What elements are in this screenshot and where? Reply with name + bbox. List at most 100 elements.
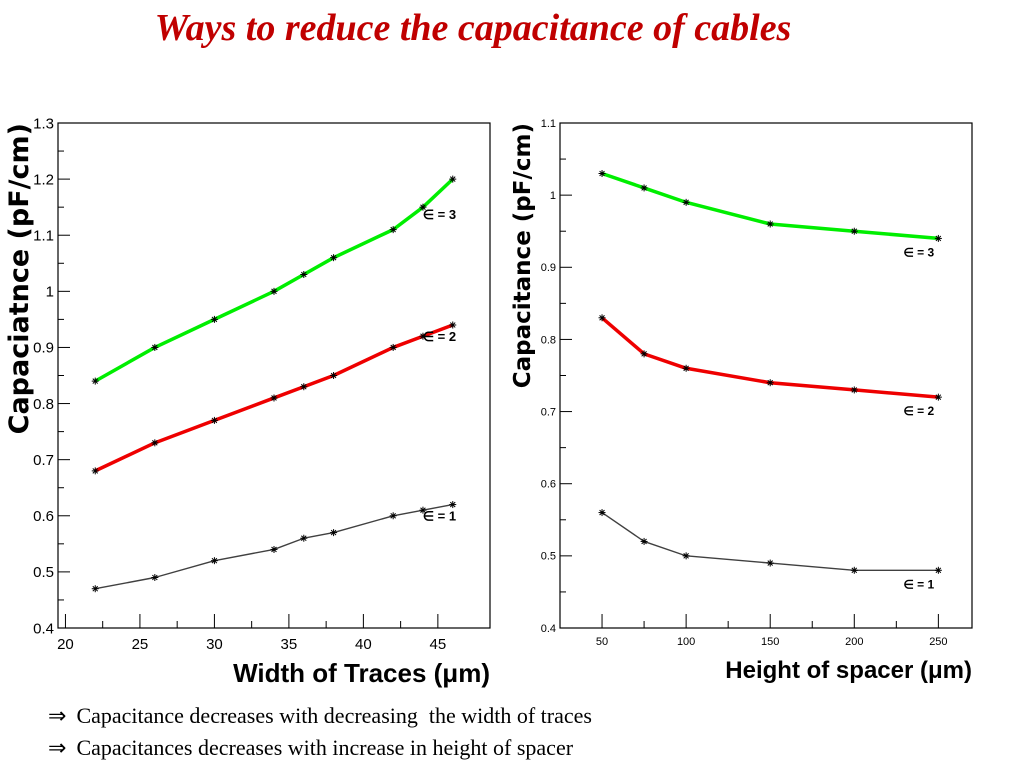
data-point — [270, 394, 278, 402]
y-tick-label: 0.8 — [541, 334, 556, 346]
bullet-text: Capacitances decreases with increase in … — [76, 735, 574, 760]
y-tick-label: 0.4 — [33, 620, 54, 637]
data-point — [330, 372, 338, 379]
data-point — [449, 321, 457, 329]
implies-arrow-icon: ⇒ — [48, 703, 67, 728]
charts-canvas: 0.4 0.5 0.6 0.7 0.8 0.9 1 1.1 1.2 1.3 20 25 30 35 40 45… — [4, 115, 973, 688]
y-tick-label: 0.8 — [33, 396, 54, 413]
data-point — [682, 552, 690, 560]
x-tick-label: 200 — [845, 636, 863, 648]
data-point — [300, 534, 308, 542]
series-label: ∈ = 3 — [903, 245, 934, 259]
data-point — [91, 467, 99, 475]
series: ∈ = 3 — [91, 175, 457, 385]
data-point — [598, 170, 606, 177]
data-point — [330, 254, 338, 262]
series: ∈ = 2 — [598, 314, 942, 418]
data-point — [389, 512, 397, 520]
data-point — [300, 271, 308, 278]
x-tick-label: 40 — [355, 636, 372, 653]
x-axis-label: Width of Traces (μm) — [233, 658, 490, 688]
data-point — [766, 220, 774, 228]
data-point — [419, 332, 427, 340]
data-point — [91, 585, 99, 593]
slide-title: Ways to reduce the capacitance of cables — [154, 7, 792, 49]
y-axis-label: Capaciatnce (pF/cm) — [4, 123, 35, 434]
series-label: ∈ = 2 — [423, 329, 456, 344]
data-point — [598, 509, 606, 517]
y-tick-label: 0.5 — [541, 551, 556, 563]
data-point — [850, 386, 858, 394]
series: ∈ = 3 — [598, 170, 942, 259]
x-tick-label: 25 — [132, 636, 149, 653]
x-tick-label: 45 — [430, 636, 447, 653]
series-label: ∈ = 2 — [903, 404, 934, 418]
x-tick-label: 100 — [677, 636, 695, 648]
y-tick-label: 0.6 — [33, 508, 54, 525]
data-point — [934, 566, 942, 574]
y-tick-label: 1.1 — [541, 118, 556, 130]
series-label: ∈ = 3 — [423, 207, 456, 222]
data-point — [151, 343, 159, 351]
data-point — [766, 559, 774, 567]
x-tick-label: 250 — [929, 636, 947, 648]
bullet-text: Capacitance decreases with decreasing th… — [76, 703, 592, 728]
data-point — [850, 227, 858, 235]
y-tick-label: 0.7 — [541, 406, 556, 418]
data-point — [682, 364, 690, 372]
data-point — [210, 416, 218, 424]
bullet-item: ⇒ Capacitance decreases with decreasing t… — [48, 700, 592, 732]
y-tick-label: 0.7 — [33, 452, 54, 469]
x-tick-label: 35 — [281, 636, 298, 653]
bullet-list: ⇒ Capacitance decreases with decreasing t… — [48, 700, 592, 764]
series-line — [94, 177, 454, 383]
series: ∈ = 1 — [598, 509, 942, 591]
series: ∈ = 1 — [91, 501, 457, 593]
y-axis-label: Capacitance (pF/cm) — [510, 123, 536, 388]
y-tick-label: 0.9 — [33, 340, 54, 357]
x-tick-label: 50 — [596, 636, 608, 648]
data-point — [766, 379, 774, 387]
y-tick-label: 0.9 — [541, 262, 556, 274]
x-tick-label: 30 — [206, 636, 223, 653]
series-line — [600, 316, 939, 399]
data-point — [640, 350, 648, 358]
data-point — [934, 393, 942, 401]
x-tick-label: 150 — [761, 636, 779, 648]
plot-frame — [559, 122, 973, 629]
data-point — [270, 287, 278, 295]
implies-arrow-icon: ⇒ — [48, 735, 67, 760]
bullet-item: ⇒ Capacitances decreases with increase in… — [48, 732, 592, 764]
y-tick-label: 0.6 — [541, 479, 556, 491]
data-point — [151, 574, 159, 581]
series: ∈ = 2 — [91, 321, 457, 475]
x-axis-label: Height of spacer (μm) — [725, 657, 972, 684]
data-point — [151, 439, 159, 447]
data-point — [389, 226, 397, 234]
series-line — [601, 511, 939, 571]
data-point — [419, 203, 427, 211]
chart-2: 0.4 0.5 0.6 0.7 0.8 0.9 1 1.1 50 100 150 200 250 Heig… — [510, 118, 973, 684]
data-point — [449, 501, 457, 509]
data-point — [389, 343, 397, 351]
series-label: ∈ = 1 — [903, 577, 934, 591]
data-point — [300, 383, 308, 391]
data-point — [210, 557, 218, 565]
data-point — [850, 566, 858, 574]
data-point — [91, 377, 99, 385]
data-point — [270, 545, 278, 553]
data-point — [449, 175, 457, 183]
data-point — [640, 184, 648, 192]
data-point — [330, 529, 338, 537]
data-point — [210, 315, 218, 323]
y-tick-label: 1.1 — [33, 227, 54, 244]
y-tick-label: 1.2 — [33, 171, 54, 188]
series-line — [601, 171, 939, 241]
chart-1: 0.4 0.5 0.6 0.7 0.8 0.9 1 1.1 1.2 1.3 20 25 30 35 40 45… — [4, 115, 491, 688]
y-tick-label: 1 — [46, 284, 54, 301]
x-tick-label: 20 — [57, 636, 74, 653]
data-point — [419, 506, 427, 514]
series-label: ∈ = 1 — [423, 509, 456, 524]
y-tick-label: 1.3 — [33, 115, 54, 132]
y-tick-label: 0.5 — [33, 564, 54, 581]
